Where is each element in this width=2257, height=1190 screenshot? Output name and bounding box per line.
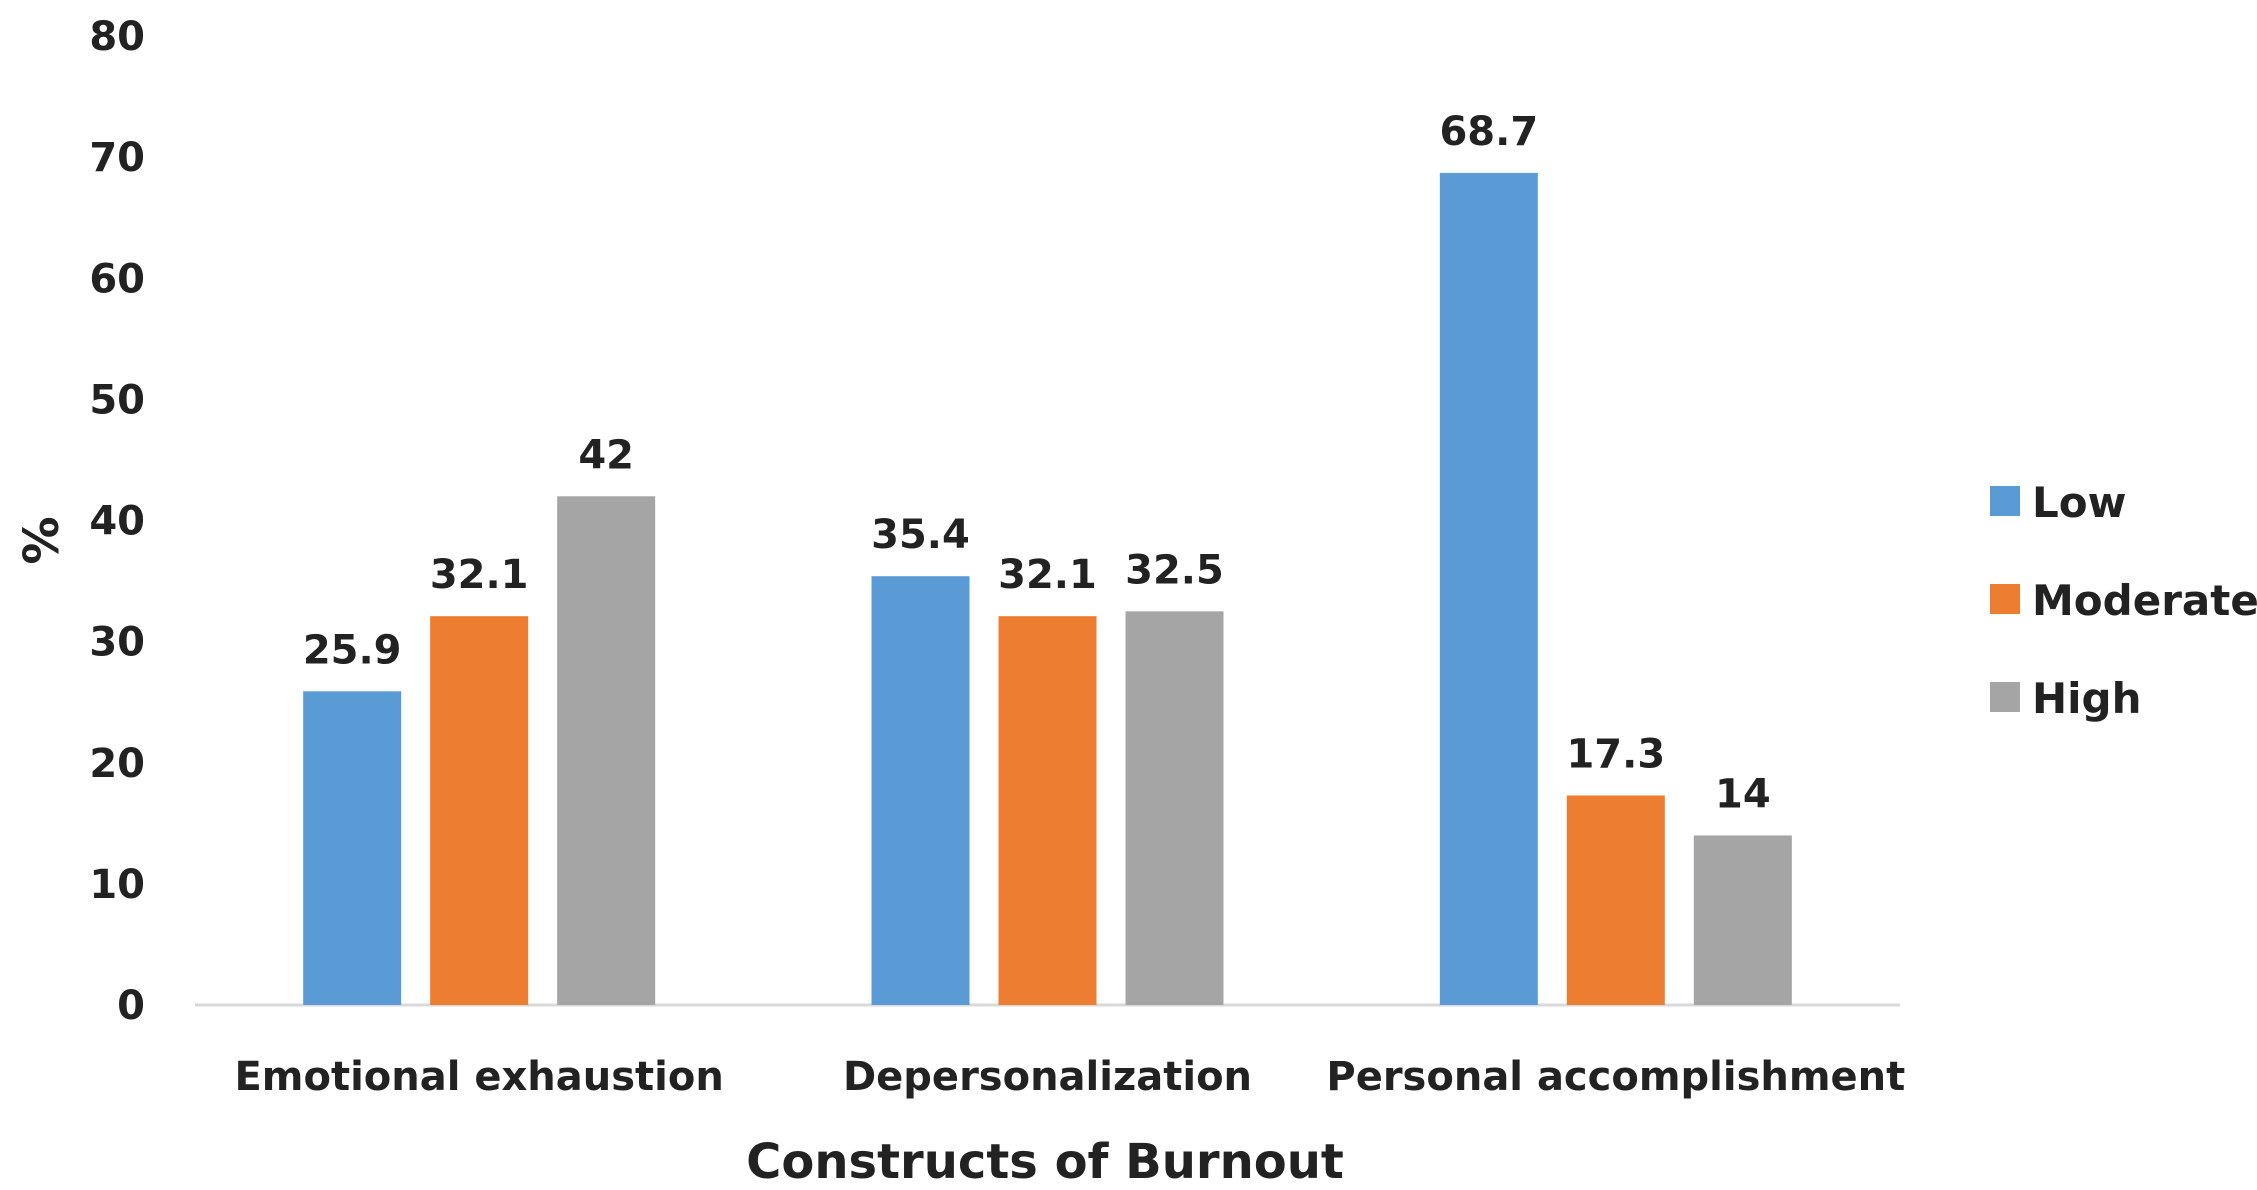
data-label: 42 (578, 432, 634, 478)
legend-swatch (1990, 584, 2020, 614)
bar (303, 691, 402, 1005)
y-tick-label: 20 (89, 741, 145, 787)
legend-label: Moderate (2032, 576, 2257, 625)
x-category-label: Depersonalization (843, 1054, 1252, 1100)
legend-label: Low (2032, 478, 2126, 527)
bar (1439, 172, 1538, 1006)
bar (430, 616, 529, 1005)
y-tick-label: 40 (89, 499, 145, 545)
y-tick-label: 60 (89, 256, 145, 302)
legend-label: High (2032, 674, 2142, 723)
data-label: 14 (1715, 771, 1771, 817)
legend: Low Moderate High (1990, 478, 2257, 723)
legend-swatch (1990, 682, 2020, 712)
data-label: 17.3 (1566, 731, 1665, 777)
y-axis-ticks: 0 10 20 30 40 50 60 70 80 (89, 14, 145, 1029)
bar (557, 496, 656, 1005)
data-label: 35.4 (871, 512, 970, 558)
bar (871, 576, 970, 1005)
bar (1693, 835, 1792, 1005)
data-label: 68.7 (1439, 109, 1538, 155)
y-tick-label: 50 (89, 377, 145, 423)
data-labels: 25.9 32.1 42 35.4 32.1 32.5 68.7 17.3 14 (303, 109, 1771, 818)
legend-swatch (1990, 486, 2020, 516)
data-label: 32.5 (1125, 547, 1224, 593)
y-tick-label: 80 (89, 14, 145, 60)
x-category-label: Emotional exhaustion (234, 1054, 723, 1100)
y-tick-label: 0 (117, 983, 145, 1029)
x-category-label: Personal accomplishment (1326, 1054, 1905, 1100)
x-axis-categories: Emotional exhaustion Depersonalization Per… (234, 1054, 1905, 1100)
x-axis-title: Constructs of Burnout (746, 1134, 1344, 1186)
bar (998, 616, 1097, 1005)
bar (1125, 611, 1224, 1005)
data-label: 25.9 (303, 627, 402, 673)
y-tick-label: 10 (89, 862, 145, 908)
y-tick-label: 30 (89, 620, 145, 666)
y-axis-title: % (14, 516, 70, 564)
bars (303, 172, 1792, 1006)
data-label: 32.1 (998, 552, 1097, 598)
y-tick-label: 70 (89, 135, 145, 181)
bar (1566, 795, 1665, 1005)
data-label: 32.1 (430, 552, 529, 598)
